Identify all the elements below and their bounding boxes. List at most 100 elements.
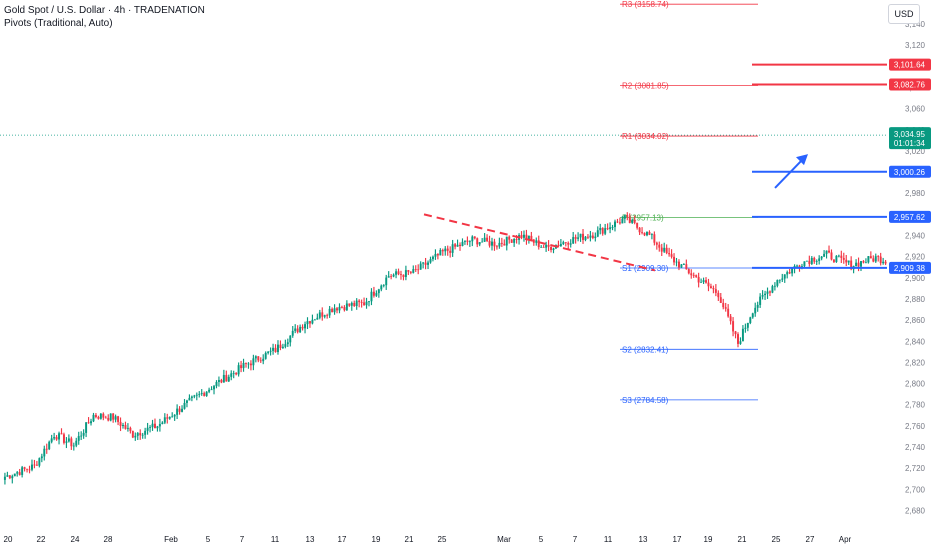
candle-body bbox=[141, 434, 144, 436]
candle-body bbox=[48, 441, 51, 450]
candle-body bbox=[791, 268, 794, 274]
candle-body bbox=[645, 231, 648, 236]
candle-body bbox=[729, 316, 732, 322]
x-tick-label: Apr bbox=[839, 535, 852, 544]
candle-body bbox=[825, 250, 828, 254]
candle-body bbox=[434, 253, 437, 257]
candle-body bbox=[427, 262, 430, 265]
candle-body bbox=[702, 280, 705, 283]
candle-body bbox=[668, 253, 671, 255]
currency-label[interactable]: USD bbox=[888, 4, 920, 24]
candle-body bbox=[508, 236, 511, 240]
candle-body bbox=[296, 328, 299, 333]
candle-body bbox=[284, 344, 287, 347]
candle-body bbox=[717, 292, 720, 298]
candle-body bbox=[156, 426, 159, 429]
candle-body bbox=[26, 468, 29, 470]
x-tick-label: 22 bbox=[37, 535, 46, 544]
x-tick-label: 24 bbox=[71, 535, 80, 544]
candle-body bbox=[368, 301, 370, 303]
candle-body bbox=[245, 362, 247, 364]
candle-body bbox=[151, 423, 154, 428]
candle-body bbox=[242, 362, 245, 369]
candle-body bbox=[712, 288, 715, 290]
candle-body bbox=[38, 458, 41, 466]
candle-body bbox=[390, 276, 393, 278]
candle-body bbox=[714, 289, 717, 293]
candle-body bbox=[8, 475, 11, 479]
x-tick-label: 5 bbox=[206, 535, 211, 544]
candle-body bbox=[572, 237, 575, 244]
candle-body bbox=[281, 346, 284, 348]
candle-body bbox=[601, 227, 604, 234]
candle-body bbox=[638, 227, 641, 233]
candle-body bbox=[107, 417, 110, 421]
resistance-trendline bbox=[423, 213, 656, 272]
candle-body bbox=[306, 321, 309, 325]
candle-body bbox=[269, 350, 272, 352]
candle-body bbox=[62, 434, 65, 443]
candle-body bbox=[626, 215, 629, 217]
candle-body bbox=[680, 264, 683, 268]
candle-body bbox=[399, 274, 402, 276]
candle-body bbox=[776, 280, 779, 286]
candle-body bbox=[102, 413, 105, 418]
candle-body bbox=[124, 425, 127, 429]
candle-body bbox=[495, 246, 498, 248]
candle-body bbox=[648, 231, 651, 235]
candle-body bbox=[449, 250, 452, 253]
candle-body bbox=[301, 326, 304, 329]
candle-body bbox=[72, 445, 75, 447]
candle-body bbox=[412, 269, 415, 273]
candle-body bbox=[58, 433, 61, 440]
candle-body bbox=[830, 252, 833, 260]
bullish-arrow-head bbox=[796, 154, 808, 166]
level-tag-2: 3,000.26 bbox=[894, 168, 926, 177]
candle-body bbox=[136, 433, 139, 436]
candle-body bbox=[232, 372, 235, 374]
candle-body bbox=[422, 262, 425, 264]
candle-body bbox=[262, 358, 265, 362]
candle-body bbox=[87, 422, 90, 424]
candle-body bbox=[756, 304, 759, 308]
candle-body bbox=[30, 464, 33, 470]
candle-body bbox=[481, 241, 484, 243]
candle-body bbox=[719, 297, 722, 303]
candle-body bbox=[744, 327, 747, 329]
candle-body bbox=[456, 244, 459, 247]
candle-body bbox=[217, 379, 220, 383]
candle-body bbox=[559, 243, 562, 247]
level-tag-3: 2,957.62 bbox=[894, 213, 926, 222]
candle-body bbox=[13, 473, 16, 477]
candle-body bbox=[178, 408, 181, 412]
candle-body bbox=[805, 260, 808, 262]
x-tick-label: 19 bbox=[704, 535, 713, 544]
candle-body bbox=[690, 273, 693, 276]
x-tick-label: 17 bbox=[673, 535, 682, 544]
candle-body bbox=[222, 374, 225, 383]
candle-body bbox=[788, 272, 791, 274]
candle-body bbox=[377, 289, 380, 294]
candle-body bbox=[375, 293, 378, 296]
y-tick-label: 2,740 bbox=[905, 443, 926, 452]
candle-body bbox=[673, 256, 676, 263]
candle-body bbox=[810, 257, 813, 264]
candle-body bbox=[771, 286, 774, 293]
candle-body bbox=[835, 255, 838, 262]
chart-legend: Gold Spot / U.S. Dollar · 4h · TRADENATI… bbox=[4, 4, 205, 30]
candle-body bbox=[126, 427, 129, 429]
candle-body bbox=[173, 414, 176, 417]
candle-body bbox=[40, 456, 43, 459]
candle-body bbox=[459, 244, 462, 246]
candle-body bbox=[471, 236, 474, 242]
candle-body bbox=[333, 308, 336, 313]
candle-body bbox=[208, 389, 211, 392]
candle-body bbox=[409, 271, 412, 273]
pivot-label-r3: R3 (3158.74) bbox=[622, 0, 669, 9]
indicator-title[interactable]: Pivots (Traditional, Auto) bbox=[4, 18, 113, 29]
candle-body bbox=[557, 244, 560, 247]
candle-body bbox=[700, 282, 703, 283]
symbol-title[interactable]: Gold Spot / U.S. Dollar · 4h · TRADENATI… bbox=[4, 5, 205, 16]
